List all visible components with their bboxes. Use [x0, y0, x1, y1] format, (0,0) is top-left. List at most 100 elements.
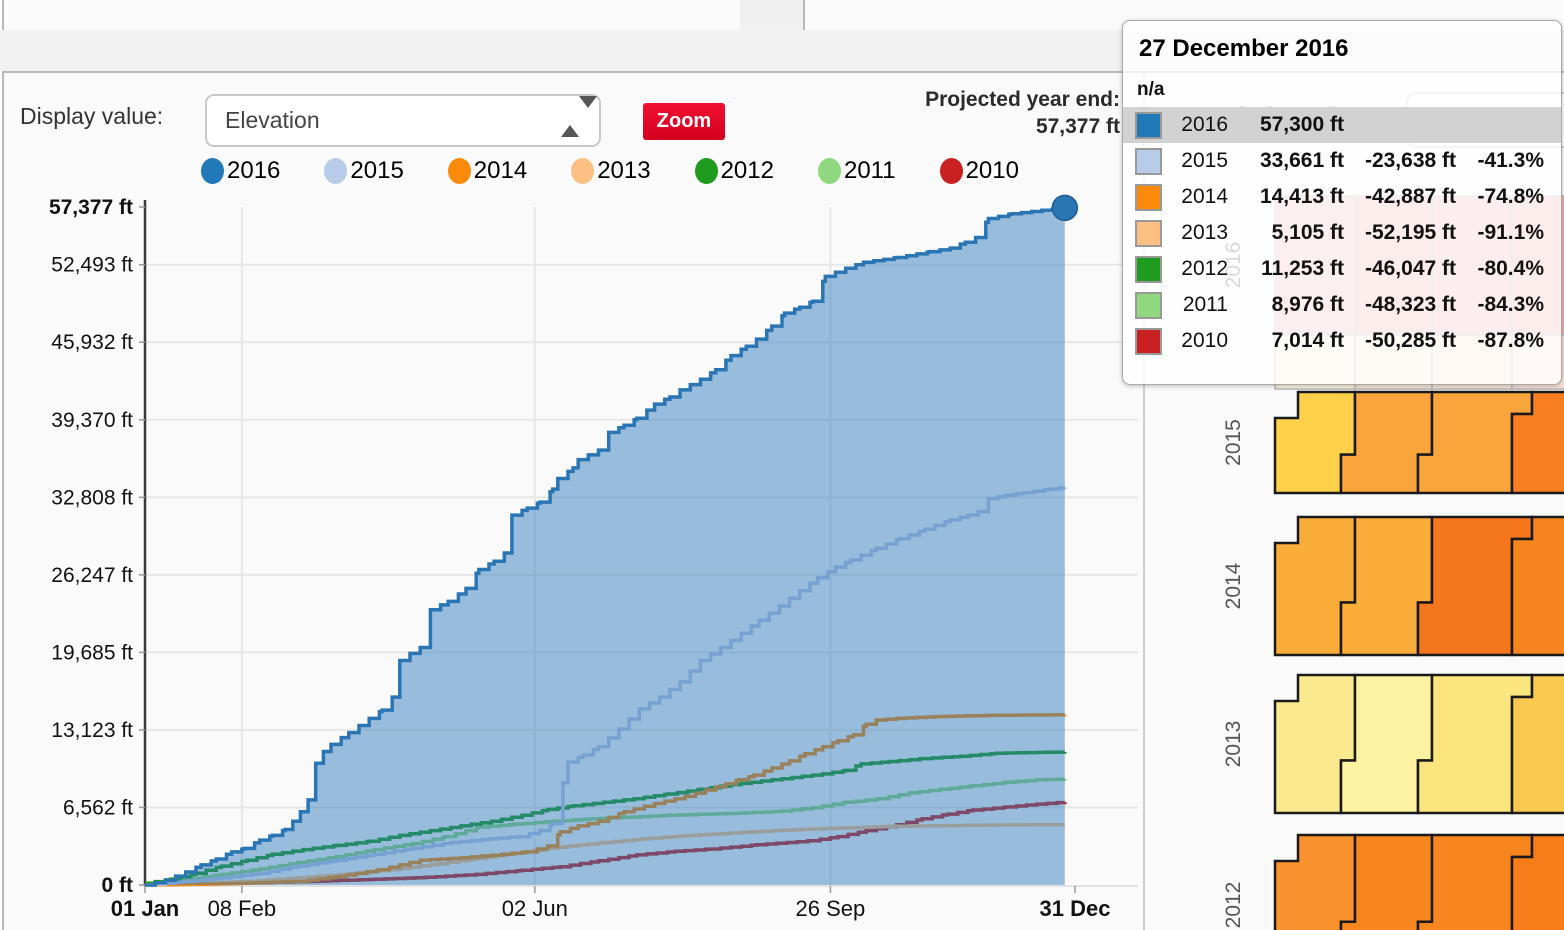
tooltip-pct: -41.3%: [1477, 149, 1544, 172]
tooltip-date-title: 27 December 2016: [1139, 35, 1349, 62]
series-2014-line[interactable]: [145, 713, 1067, 887]
series-2012-line[interactable]: [145, 750, 1067, 885]
series-2016-line[interactable]: [145, 206, 1067, 887]
tooltip-year: 2016: [1181, 113, 1228, 136]
tooltip-swatch-2010: [1135, 327, 1162, 355]
y-tick-label: 32,808 ft: [51, 486, 133, 509]
tooltip-year: 2011: [1182, 293, 1228, 316]
tooltip-rows: 2016 57,300 ft 2015 33,661 ft -23,638 ft -41.…: [1123, 107, 1561, 359]
x-tick-label: 31 Dec: [1040, 896, 1111, 921]
tooltip-year: 2015: [1181, 149, 1228, 172]
tooltip-pct: -91.1%: [1477, 221, 1544, 244]
tooltip-row-2014: 2014 14,413 ft -42,887 ft -74.8%: [1123, 179, 1561, 215]
series-2015-line[interactable]: [145, 486, 1067, 887]
y-tick-label: 57,377 ft: [49, 196, 133, 219]
tooltip-pct: -84.3%: [1477, 293, 1544, 316]
legend-item-2014[interactable]: 2014: [447, 157, 528, 185]
tooltip-pct: -80.4%: [1477, 257, 1544, 280]
projected-year-end: Projected year end: 57,377 ft: [830, 86, 1120, 140]
series-2013-line[interactable]: [145, 822, 1065, 887]
tooltip-diff: -46,047 ft: [1364, 257, 1456, 280]
heatmap-cell-2012-2[interactable]: [1339, 833, 1434, 930]
tooltip-val: 14,413 ft: [1259, 185, 1344, 208]
heatmap-row-label-2013: 2013: [1222, 721, 1245, 768]
tooltip-na-label: n/a: [1137, 79, 1165, 100]
tooltip-swatch-2015: [1135, 147, 1162, 175]
heatmap-row-label-2012: 2012: [1222, 882, 1245, 929]
heatmap-cell-2015-4[interactable]: [1510, 390, 1564, 495]
cumulative-elevation-chart: 57,377 ft 52,493 ft 45,932 ft 39,370 ft 32,8…: [49, 194, 1138, 921]
legend-dot-2010: [939, 158, 963, 184]
display-value-selected: Elevation: [225, 107, 320, 133]
tooltip-year: 2014: [1181, 185, 1228, 208]
tooltip-row-2010: 2010 7,014 ft -50,285 ft -87.8%: [1123, 323, 1561, 359]
y-tick-label: 45,932 ft: [51, 331, 133, 354]
y-tick-label: 13,123 ft: [51, 719, 133, 742]
display-value-label: Display value:: [20, 103, 164, 129]
series-2016-end-marker[interactable]: [1051, 194, 1079, 222]
legend-label: 2010: [965, 157, 1019, 184]
heatmap-cell-2013-4[interactable]: [1510, 673, 1564, 815]
display-value-select[interactable]: Elevation: [205, 94, 601, 147]
projected-year-end-value: 57,377 ft: [1035, 115, 1120, 138]
tooltip-row-2016: 2016 57,300 ft: [1123, 107, 1561, 143]
tooltip-row-2015: 2015 33,661 ft -23,638 ft -41.3%: [1123, 143, 1561, 179]
chart-legend: 2016 2015 2014 2013 2012 2011 2010: [145, 157, 1075, 185]
tooltip-swatch-2012: [1135, 255, 1162, 283]
heatmap-cell-2012-1[interactable]: [1273, 833, 1357, 930]
legend-item-2015[interactable]: 2015: [324, 157, 404, 185]
projected-year-end-label: Projected year end:: [925, 88, 1120, 111]
heatmap-cell-2014-4[interactable]: [1510, 515, 1564, 657]
y-tick-label: 52,493 ft: [51, 254, 133, 277]
legend-label: 2011: [843, 157, 896, 184]
tooltip-val: 57,300 ft: [1259, 113, 1344, 136]
legend-dot-2014: [447, 158, 471, 184]
legend-label: 2014: [473, 157, 528, 184]
x-tick-label: 26 Sep: [796, 896, 866, 921]
heatmap-cell-2012-4[interactable]: [1510, 833, 1564, 930]
tooltip-val: 5,105 ft: [1271, 221, 1344, 244]
legend-label: 2012: [720, 157, 774, 184]
tooltip-val: 33,661 ft: [1259, 149, 1344, 172]
x-tick-label: 08 Feb: [208, 896, 277, 921]
legend-label: 2015: [350, 157, 404, 184]
y-tick-label: 39,370 ft: [51, 409, 133, 432]
y-tick-label: 26,247 ft: [51, 564, 133, 587]
series-2016-area: [145, 207, 1065, 885]
tooltip-row-2013: 2013 5,105 ft -52,195 ft -91.1%: [1123, 215, 1561, 251]
legend-item-2010[interactable]: 2010: [939, 157, 1019, 185]
tooltip-row-2012: 2012 11,253 ft -46,047 ft -80.4%: [1123, 251, 1561, 287]
top-panel-gap: [740, 0, 803, 30]
tooltip-pct: -87.8%: [1477, 329, 1544, 352]
tooltip-year: 2010: [1181, 329, 1228, 352]
chart-tooltip: 27 December 2016 n/a 2016 57,300 ft 2015 33…: [1122, 20, 1562, 385]
tooltip-diff: -48,323 ft: [1364, 293, 1456, 316]
tooltip-swatch-2016: [1135, 111, 1162, 139]
tooltip-swatch-2014: [1135, 183, 1162, 211]
legend-dot-2016: [201, 158, 225, 184]
tooltip-val: 11,253 ft: [1261, 257, 1344, 280]
zoom-button[interactable]: Zoom: [643, 103, 725, 140]
heatmap-row-label-2014: 2014: [1222, 562, 1245, 609]
legend-label: 2013: [597, 157, 651, 184]
tooltip-diff: -52,195 ft: [1364, 221, 1456, 244]
legend-item-2016[interactable]: 2016: [201, 157, 280, 185]
tooltip-val: 7,014 ft: [1271, 329, 1344, 352]
legend-dot-2013: [571, 158, 595, 184]
tooltip-year: 2013: [1181, 221, 1228, 244]
legend-dot-2011: [817, 158, 841, 184]
legend-dot-2012: [694, 158, 718, 184]
heatmap-row-label-2015: 2015: [1222, 419, 1245, 466]
legend-item-2012[interactable]: 2012: [694, 157, 774, 185]
tooltip-row-2011: 2011 8,976 ft -48,323 ft -84.3%: [1123, 287, 1561, 323]
y-tick-label: 0 ft: [102, 874, 134, 897]
x-tick-label: 02 Jun: [502, 896, 568, 921]
tooltip-swatch-2011: [1135, 291, 1162, 319]
tooltip-diff: -50,285 ft: [1364, 329, 1456, 352]
legend-item-2013[interactable]: 2013: [571, 157, 651, 185]
y-tick-label: 19,685 ft: [51, 641, 133, 664]
tooltip-diff: -42,887 ft: [1364, 185, 1456, 208]
legend-item-2011[interactable]: 2011: [817, 157, 896, 185]
x-tick-label: 01 Jan: [111, 896, 180, 921]
y-tick-label: 6,562 ft: [63, 796, 133, 819]
